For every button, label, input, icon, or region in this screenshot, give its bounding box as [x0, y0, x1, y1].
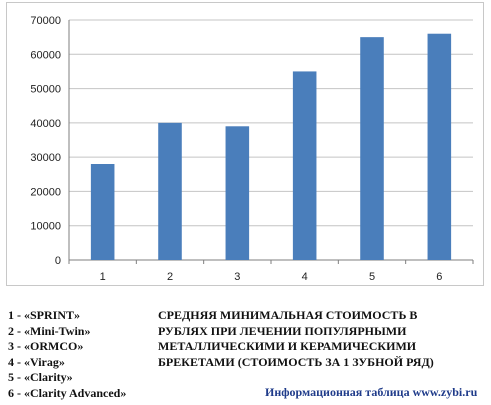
- bar: [360, 37, 384, 260]
- y-tick-label: 20000: [30, 186, 61, 198]
- x-tick-label: 4: [302, 271, 308, 283]
- bar: [428, 34, 452, 260]
- caption-line: РУБЛЯХ ПРИ ЛЕЧЕНИИ ПОПУЛЯРНЫМИ: [158, 324, 478, 340]
- bar-chart: 0 10000 20000 30000 40000 50000 60000 70000 1 2 3 4…: [7, 3, 485, 287]
- x-tick-label: 1: [100, 271, 106, 283]
- bar: [91, 164, 115, 260]
- x-tick-label: 5: [369, 271, 375, 283]
- category-legend: 1 - «SPRINT» 2 - «Mini-Twin» 3 - «ORMCO»…: [8, 308, 126, 401]
- x-tick-label: 2: [167, 271, 173, 283]
- source-note: Информационная таблица www.zybi.ru: [265, 385, 477, 400]
- y-tick-label: 60000: [30, 49, 61, 61]
- caption-line: СРЕДНЯЯ МИНИМАЛЬНАЯ СТОИМОСТЬ В: [158, 308, 478, 324]
- chart-area: 0 10000 20000 30000 40000 50000 60000 70000 1 2 3 4…: [6, 2, 484, 286]
- bar: [293, 71, 317, 260]
- bar: [226, 126, 250, 260]
- legend-item: 6 - «Clarity Advanced»: [8, 386, 126, 402]
- x-tick-label: 3: [234, 271, 240, 283]
- caption-line: МЕТАЛЛИЧЕСКИМИ И КЕРАМИЧЕСКИМИ: [158, 339, 478, 355]
- y-tick-label: 50000: [30, 84, 61, 96]
- legend-item: 5 - «Clarity»: [8, 370, 126, 386]
- legend-item: 4 - «Virag»: [8, 355, 126, 371]
- legend-item: 3 - «ORMCO»: [8, 339, 126, 355]
- y-tick-label: 40000: [30, 118, 61, 130]
- y-tick-label: 70000: [30, 15, 61, 27]
- bar: [158, 123, 182, 260]
- legend-item: 2 - «Mini-Twin»: [8, 324, 126, 340]
- legend-item: 1 - «SPRINT»: [8, 308, 126, 324]
- x-tick-label: 6: [436, 271, 442, 283]
- y-tick-label: 0: [55, 255, 61, 267]
- caption-line: БРЕКЕТАМИ (СТОИМОСТЬ ЗА 1 ЗУБНОЙ РЯД): [158, 355, 478, 371]
- y-tick-label: 10000: [30, 221, 61, 233]
- y-tick-label: 30000: [30, 152, 61, 164]
- chart-caption: СРЕДНЯЯ МИНИМАЛЬНАЯ СТОИМОСТЬ В РУБЛЯХ П…: [158, 308, 478, 370]
